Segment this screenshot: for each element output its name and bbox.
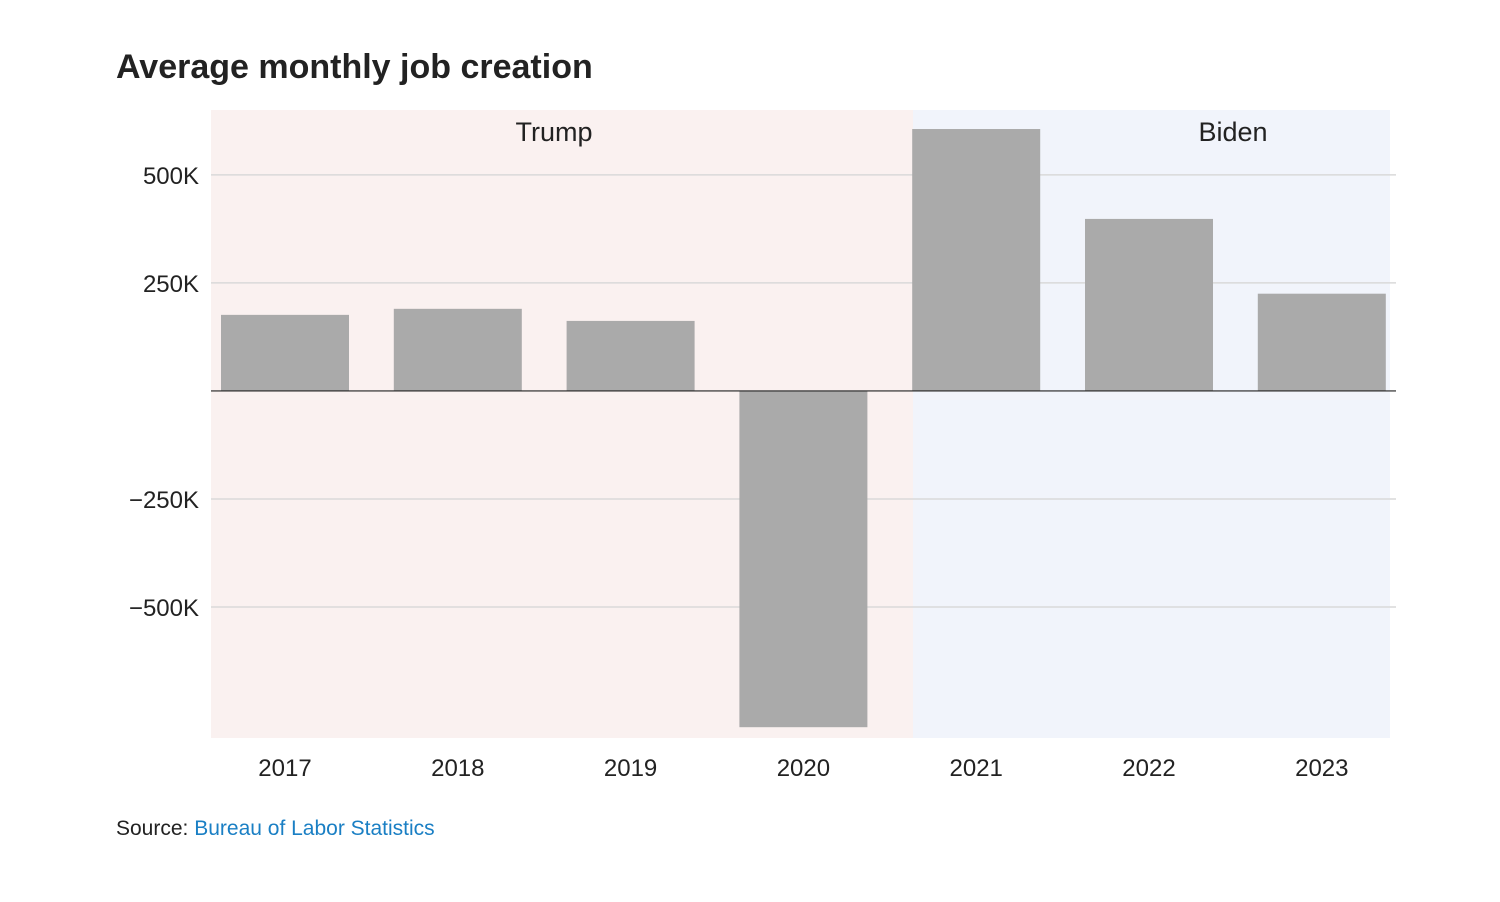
x-tick-label: 2022 — [1122, 755, 1175, 782]
bar-2017 — [221, 314, 349, 391]
source-label: Source: — [116, 817, 189, 840]
bar-2021 — [912, 129, 1041, 391]
y-tick-label: 250K — [143, 271, 199, 298]
source-note: Source: Bureau of Labor Statistics — [116, 817, 435, 841]
x-tick-label: 2019 — [604, 755, 657, 782]
x-tick-label: 2020 — [777, 755, 830, 782]
region-label-trump: Trump — [515, 117, 592, 147]
x-tick-label: 2021 — [950, 755, 1003, 782]
bar-2020 — [739, 390, 868, 728]
x-tick-label: 2017 — [258, 755, 311, 782]
region-label-biden: Biden — [1198, 117, 1267, 147]
bar-2023 — [1257, 293, 1386, 391]
x-tick-label: 2023 — [1295, 755, 1348, 782]
y-tick-label: 500K — [143, 163, 199, 190]
bar-2019 — [566, 320, 695, 391]
bar-2022 — [1085, 218, 1213, 391]
y-tick-label: −250K — [129, 487, 199, 514]
chart-title: Average monthly job creation — [116, 48, 593, 86]
y-tick-label: −500K — [129, 595, 199, 622]
x-tick-label: 2018 — [431, 755, 484, 782]
source-link[interactable]: Bureau of Labor Statistics — [194, 817, 435, 840]
bar-2018 — [393, 308, 522, 391]
